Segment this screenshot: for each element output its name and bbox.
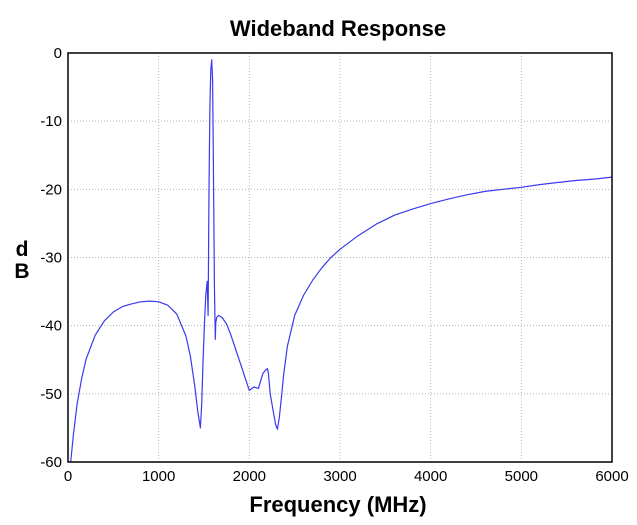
y-tick-label: -30	[40, 250, 62, 267]
y-tick-label: -50	[40, 386, 62, 403]
x-tick-label: 0	[64, 468, 72, 485]
x-axis-ticks: 0 1000 2000 3000 4000 5000 6000	[64, 468, 629, 485]
x-tick-label: 6000	[595, 468, 628, 485]
x-tick-label: 2000	[233, 468, 266, 485]
series-layer	[70, 59, 613, 463]
y-axis-label-part-1: d	[16, 238, 29, 261]
series-line-1	[70, 59, 613, 463]
x-tick-label: 1000	[142, 468, 175, 485]
y-tick-label: 0	[54, 45, 62, 62]
y-axis-label-part-2: B	[14, 260, 29, 283]
y-tick-label: -40	[40, 318, 62, 335]
y-tick-label: -60	[40, 454, 62, 471]
x-axis-label: Frequency (MHz)	[249, 492, 426, 517]
plot-frame	[67, 52, 613, 463]
y-tick-label: -10	[40, 113, 62, 130]
x-tick-label: 3000	[323, 468, 356, 485]
y-axis-ticks: 0 -10 -20 -30 -40 -50 -60	[40, 45, 62, 471]
grid	[68, 53, 612, 462]
x-tick-label: 4000	[414, 468, 447, 485]
x-tick-label: 5000	[505, 468, 538, 485]
chart-title: Wideband Response	[230, 16, 446, 41]
y-tick-label: -20	[40, 181, 62, 198]
